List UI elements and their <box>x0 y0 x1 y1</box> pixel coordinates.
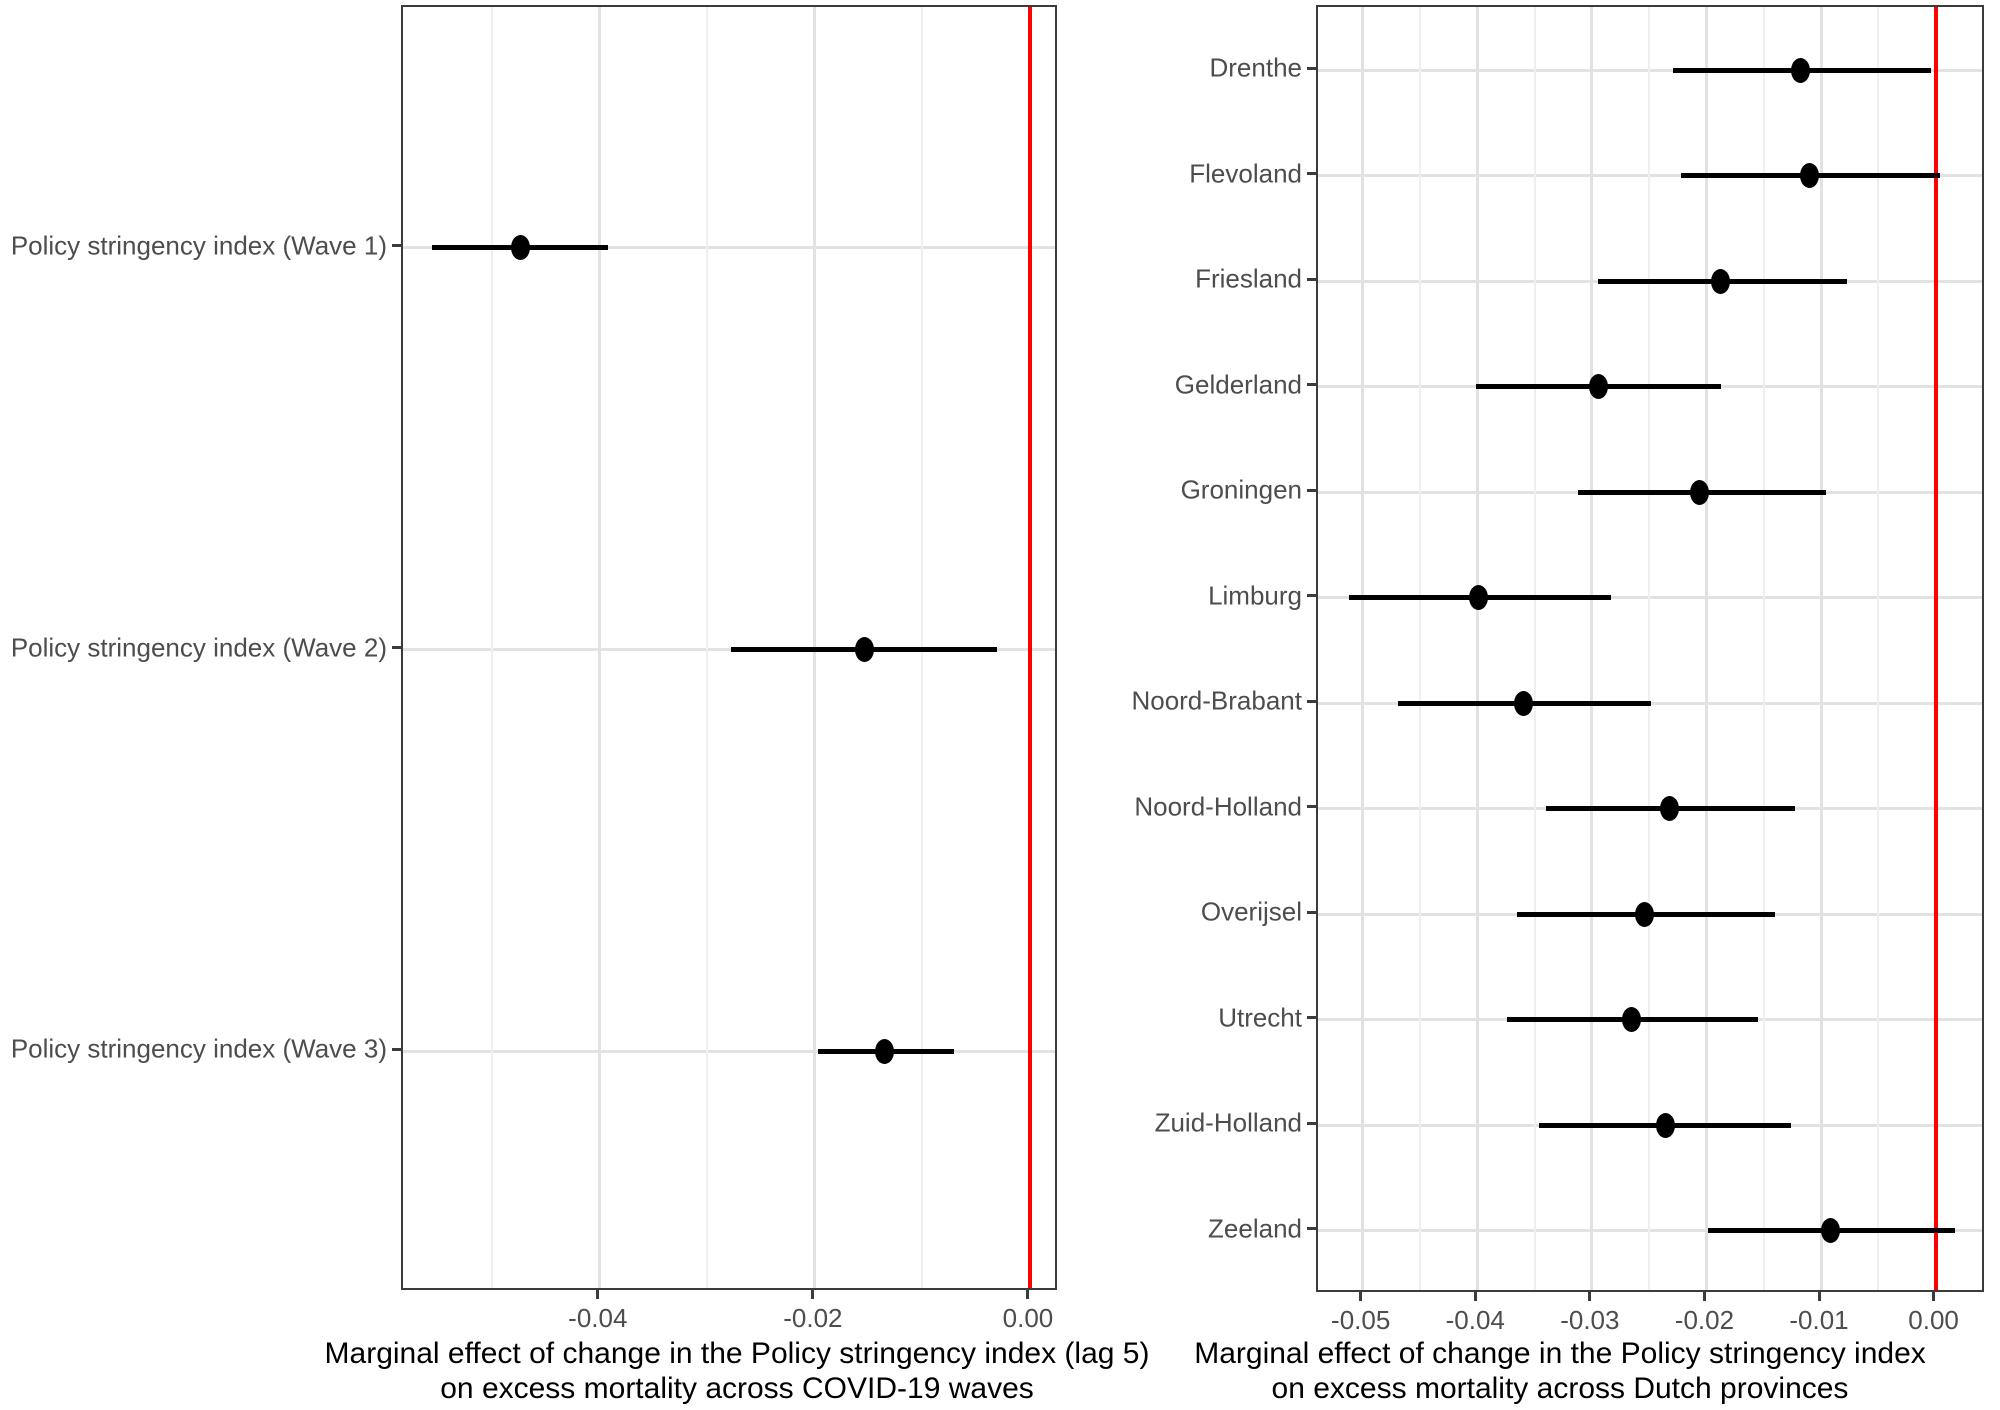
provinces-y-axis-label-noord-brabant: Noord-Brabant <box>1131 685 1302 716</box>
provinces-x-tick <box>1359 1292 1363 1301</box>
waves-gridline-x-major <box>598 7 602 1288</box>
provinces-point-overijsel <box>1635 901 1655 927</box>
waves-gridline-x-minor <box>706 7 709 1288</box>
waves-point-policy-stringency-index-wave-3 <box>875 1038 895 1064</box>
provinces-y-tick-zeeland <box>1307 1227 1316 1231</box>
provinces-point-zeeland <box>1820 1218 1840 1244</box>
provinces-point-limburg <box>1468 585 1488 611</box>
provinces-y-axis-label-utrecht: Utrecht <box>1218 1002 1302 1033</box>
provinces-x-tick-label: -0.01 <box>1789 1305 1849 1335</box>
waves-x-tick <box>811 1290 815 1299</box>
provinces-y-tick-utrecht <box>1307 1016 1316 1020</box>
provinces-y-axis-label-zeeland: Zeeland <box>1208 1213 1302 1244</box>
provinces-gridline-x-major <box>1704 7 1708 1290</box>
provinces-y-axis-label-friesland: Friesland <box>1195 263 1302 294</box>
waves-zero-reference-line <box>1027 7 1032 1288</box>
provinces-zero-reference-line <box>1933 7 1938 1290</box>
provinces-gridline-x-minor <box>1648 7 1651 1290</box>
provinces-y-tick-zuid-holland <box>1307 1121 1316 1125</box>
x-axis-title-provinces: Marginal effect of change in the Policy … <box>960 1336 2000 1406</box>
provinces-y-tick-limburg <box>1307 594 1316 598</box>
waves-y-tick-policy-stringency-index-wave-3 <box>392 1047 401 1051</box>
waves-point-policy-stringency-index-wave-1 <box>510 235 530 261</box>
provinces-gridline-x-minor <box>1762 7 1765 1290</box>
waves-y-axis-label-policy-stringency-index-wave-2: Policy stringency index (Wave 2) <box>10 632 387 662</box>
provinces-x-tick-label: 0.00 <box>1908 1305 1959 1335</box>
provinces-y-axis-label-drenthe: Drenthe <box>1209 52 1303 83</box>
provinces-y-axis-label-limburg: Limburg <box>1208 580 1302 611</box>
provinces-x-tick <box>1932 1292 1936 1301</box>
x-axis-title-waves-line1: Marginal effect of change in the Policy … <box>324 1337 1150 1370</box>
provinces-x-tick-label: -0.05 <box>1331 1305 1391 1335</box>
x-axis-title-provinces-line1: Marginal effect of change in the Policy … <box>1194 1337 1926 1370</box>
waves-x-tick-label: 0.00 <box>1002 1303 1054 1333</box>
provinces-point-noord-holland <box>1660 796 1680 822</box>
provinces-x-tick-label: -0.02 <box>1674 1305 1735 1335</box>
provinces-x-tick <box>1817 1292 1821 1301</box>
provinces-point-flevoland <box>1800 163 1820 189</box>
provinces-panel <box>1316 5 1984 1292</box>
waves-x-tick <box>596 1290 600 1299</box>
provinces-y-tick-flevoland <box>1307 172 1316 176</box>
provinces-point-gelderland <box>1589 374 1609 400</box>
provinces-gridline-x-minor <box>1533 7 1536 1290</box>
waves-y-axis-label-policy-stringency-index-wave-1: Policy stringency index (Wave 1) <box>10 230 387 261</box>
waves-x-tick-label: -0.02 <box>783 1303 843 1333</box>
provinces-gridline-x-major <box>1819 7 1823 1290</box>
provinces-y-tick-noord-holland <box>1307 805 1316 809</box>
waves-panel <box>401 5 1057 1290</box>
provinces-point-groningen <box>1690 479 1710 505</box>
provinces-x-tick-label: -0.04 <box>1445 1305 1505 1335</box>
waves-gridline-y-policy-stringency-index-wave-2 <box>403 648 1055 651</box>
provinces-gridline-x-minor <box>1877 7 1880 1290</box>
provinces-y-axis-label-zuid-holland: Zuid-Holland <box>1154 1107 1302 1138</box>
provinces-y-tick-gelderland <box>1307 383 1316 387</box>
x-axis-title-provinces-line2: on excess mortality across Dutch provinc… <box>1271 1372 1849 1405</box>
provinces-point-drenthe <box>1790 57 1810 83</box>
provinces-y-tick-overijsel <box>1307 910 1316 914</box>
waves-y-axis-label-policy-stringency-index-wave-3: Policy stringency index (Wave 3) <box>10 1033 387 1064</box>
provinces-point-noord-brabant <box>1513 690 1533 716</box>
provinces-y-tick-groningen <box>1307 488 1316 492</box>
waves-y-tick-policy-stringency-index-wave-2 <box>392 646 401 649</box>
provinces-point-friesland <box>1710 268 1730 294</box>
waves-gridline-y-policy-stringency-index-wave-1 <box>403 246 1055 250</box>
provinces-y-axis-label-flevoland: Flevoland <box>1189 158 1302 189</box>
provinces-y-tick-friesland <box>1307 277 1316 281</box>
provinces-gridline-x-major <box>1361 7 1365 1290</box>
provinces-gridline-x-major <box>1590 7 1594 1290</box>
provinces-x-tick <box>1702 1292 1706 1301</box>
waves-x-tick <box>1026 1290 1030 1299</box>
provinces-point-utrecht <box>1622 1007 1642 1033</box>
provinces-y-axis-label-noord-holland: Noord-Holland <box>1134 791 1302 822</box>
provinces-x-tick <box>1588 1292 1592 1301</box>
waves-point-policy-stringency-index-wave-2 <box>854 637 874 662</box>
provinces-y-axis-label-groningen: Groningen <box>1180 474 1302 505</box>
provinces-gridline-x-minor <box>1418 7 1421 1290</box>
provinces-y-axis-label-gelderland: Gelderland <box>1174 369 1302 400</box>
provinces-gridline-x-major <box>1475 7 1479 1290</box>
waves-x-tick-label: -0.04 <box>568 1303 628 1333</box>
waves-gridline-x-minor <box>491 7 494 1288</box>
x-axis-title-waves-line2: on excess mortality across COVID-19 wave… <box>440 1372 1034 1405</box>
provinces-point-zuid-holland <box>1655 1112 1675 1138</box>
provinces-y-tick-drenthe <box>1307 66 1316 70</box>
provinces-x-tick <box>1473 1292 1477 1301</box>
waves-y-tick-policy-stringency-index-wave-1 <box>392 244 401 248</box>
provinces-y-axis-label-overijsel: Overijsel <box>1200 896 1302 927</box>
waves-gridline-y-policy-stringency-index-wave-3 <box>403 1049 1055 1053</box>
x-axis-title-waves: Marginal effect of change in the Policy … <box>137 1336 1337 1406</box>
provinces-x-tick-label: -0.03 <box>1560 1305 1620 1335</box>
provinces-y-tick-noord-brabant <box>1307 699 1316 703</box>
